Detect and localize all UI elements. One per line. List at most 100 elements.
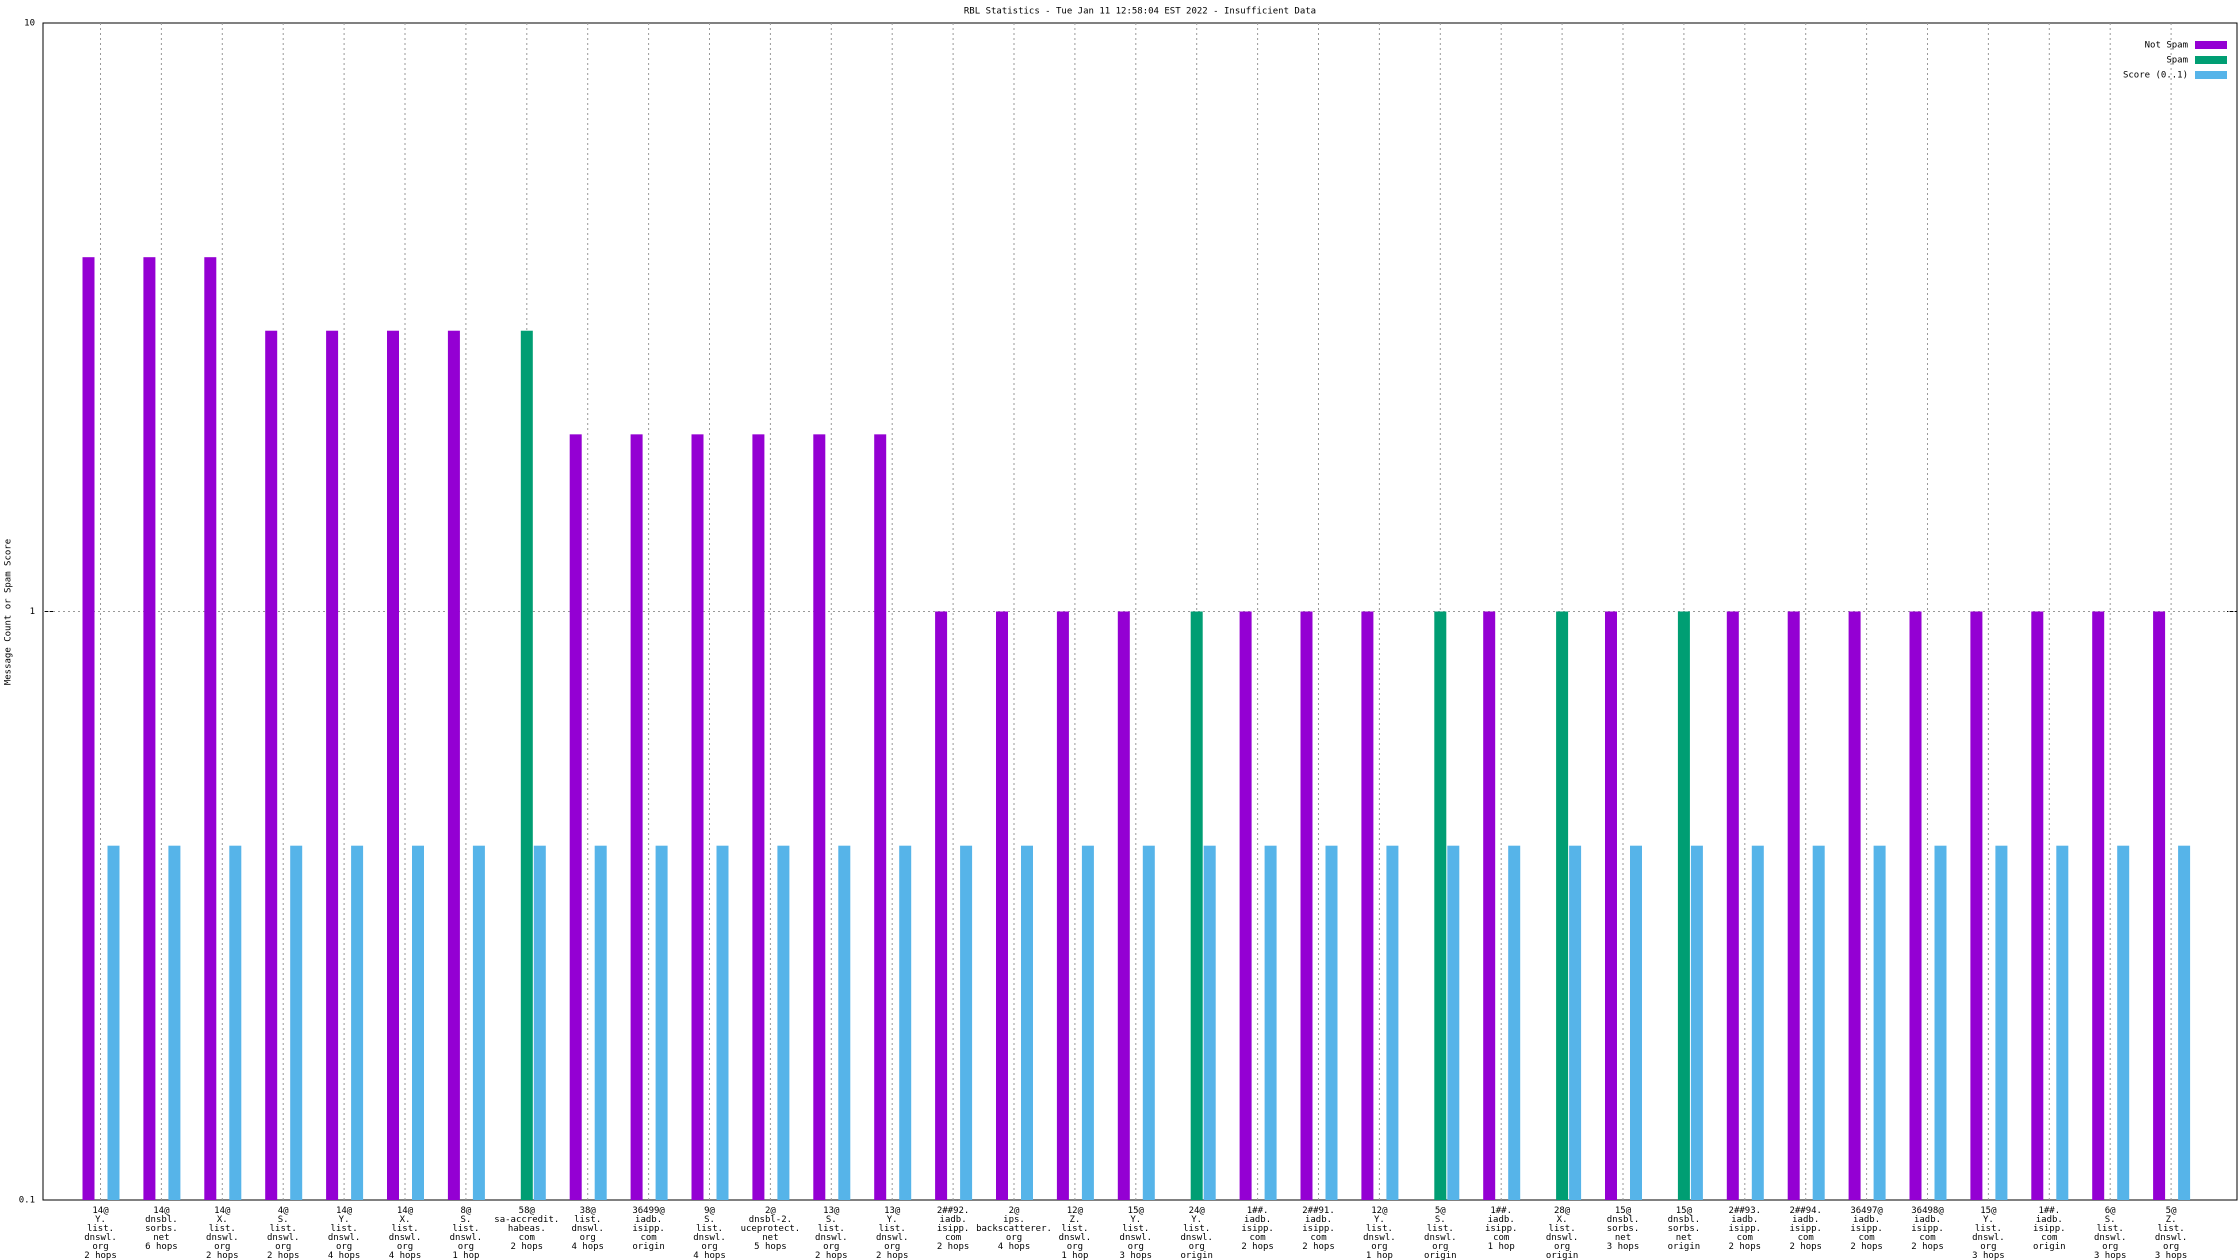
bar: [1970, 611, 1983, 1200]
legend-swatch: [2195, 56, 2227, 64]
x-tick-label: 14@ X. list. dnswl. org 4 hops: [389, 1206, 422, 1260]
x-tick-label: 24@ Y. list. dnswl. org origin: [1180, 1206, 1213, 1260]
bar: [1690, 845, 1703, 1200]
bar: [1848, 611, 1861, 1200]
x-tick-label: 5@ Z. list. dnswl. org 3 hops: [2155, 1206, 2188, 1260]
x-tick-label: 2@ dnsbl-2. uceprotect. net 5 hops: [741, 1206, 801, 1252]
bar: [1117, 611, 1130, 1200]
bar: [1630, 845, 1642, 1200]
x-tick-label: 4@ S. list. dnswl. org 2 hops: [267, 1206, 300, 1260]
bar: [143, 257, 156, 1200]
bar: [1812, 845, 1825, 1200]
chart-title: RBL Statistics - Tue Jan 11 12:58:04 EST…: [964, 7, 1316, 17]
bar: [899, 845, 912, 1200]
bar: [1142, 845, 1155, 1200]
bar: [996, 611, 1008, 1200]
bar: [1056, 611, 1069, 1200]
x-tick-label: 12@ Y. list. dnswl. org 1 hop: [1363, 1206, 1396, 1260]
bar: [412, 845, 424, 1200]
x-tick-label: 2##93. iadb. isipp. com 2 hops: [1729, 1206, 1762, 1252]
bar: [351, 845, 364, 1200]
bar: [777, 845, 790, 1200]
bar: [838, 845, 851, 1200]
bar: [630, 434, 643, 1200]
bar: [2031, 611, 2044, 1200]
bar: [813, 434, 826, 1200]
bar: [716, 845, 729, 1200]
bar: [533, 845, 546, 1200]
bar: [2178, 845, 2191, 1200]
bar: [1726, 611, 1739, 1200]
bar: [290, 845, 303, 1200]
x-tick-label: 36499@ iadb. isipp. com origin: [632, 1206, 665, 1252]
bar: [1483, 611, 1496, 1200]
bar: [1239, 611, 1252, 1200]
bar: [204, 257, 217, 1200]
x-tick-label: 14@ Y. list. dnswl. org 4 hops: [328, 1206, 361, 1260]
bar: [1021, 845, 1033, 1200]
bar: [1677, 611, 1690, 1200]
bar: [1556, 611, 1569, 1200]
bar: [1995, 845, 2008, 1200]
bar: [655, 845, 668, 1200]
bar: [1325, 845, 1338, 1200]
bar: [1300, 611, 1313, 1200]
legend-label: Score (0..1): [2123, 71, 2188, 81]
y-tick-label: 1: [30, 607, 35, 617]
x-tick-label: 38@ list. dnswl. org 4 hops: [571, 1206, 604, 1252]
bar: [1934, 845, 1947, 1200]
bar: [2092, 611, 2105, 1200]
x-tick-label: 2##92. iadb. isipp. com 2 hops: [937, 1206, 970, 1252]
bar: [935, 611, 948, 1200]
bar: [1751, 845, 1764, 1200]
legend-swatch: [2195, 71, 2227, 79]
x-tick-label: 2##91. iadb. isipp. com 2 hops: [1302, 1206, 1335, 1252]
bar: [1190, 611, 1203, 1200]
bar: [1873, 845, 1886, 1200]
x-tick-label: 9@ S. list. dnswl. org 4 hops: [693, 1206, 726, 1260]
bar: [447, 330, 460, 1201]
x-tick-label: 2##94. iadb. isipp. com 2 hops: [1789, 1206, 1822, 1252]
bar: [1447, 845, 1460, 1200]
x-tick-label: 36497@ iadb. isipp. com 2 hops: [1850, 1206, 1883, 1252]
x-tick-label: 15@ dnsbl. sorbs. net 3 hops: [1607, 1206, 1640, 1252]
bar: [960, 845, 973, 1200]
bar: [265, 330, 278, 1201]
x-tick-label: 13@ S. list. dnswl. org 2 hops: [815, 1206, 848, 1260]
bar: [1434, 611, 1447, 1200]
bar: [326, 330, 339, 1201]
x-tick-label: 2@ ips. backscatterer. org 4 hops: [976, 1206, 1052, 1252]
x-tick-label: 8@ S. list. dnswl. org 1 hop: [450, 1206, 483, 1260]
x-tick-label: 1##. iadb. isipp. com 1 hop: [1485, 1206, 1518, 1252]
bar: [1081, 845, 1094, 1200]
bar: [1264, 845, 1277, 1200]
bar: [691, 434, 704, 1200]
bar: [1361, 611, 1374, 1200]
bar: [874, 434, 887, 1200]
x-tick-label: 1##. iadb. isipp. com origin: [2033, 1206, 2066, 1252]
x-tick-label: 15@ dnsbl. sorbs. net origin: [1668, 1206, 1701, 1252]
x-tick-label: 15@ Y. list. dnswl. org 3 hops: [1120, 1206, 1153, 1260]
x-tick-label: 28@ X. list. dnswl. org origin: [1546, 1206, 1579, 1260]
bar: [569, 434, 582, 1200]
x-tick-label: 12@ Z. list. dnswl. org 1 hop: [1059, 1206, 1092, 1260]
x-tick-label: 6@ S. list. dnswl. org 3 hops: [2094, 1206, 2127, 1260]
legend-label: Not Spam: [2145, 41, 2188, 51]
bar: [594, 845, 607, 1200]
x-tick-label: 5@ S. list. dnswl. org origin: [1424, 1206, 1457, 1260]
bar: [1787, 611, 1800, 1200]
bar: [1569, 845, 1582, 1200]
x-tick-label: 14@ X. list. dnswl. org 2 hops: [206, 1206, 239, 1260]
y-tick-label: 10: [24, 19, 35, 29]
x-tick-label: 58@ sa-accredit. habeas. com 2 hops: [494, 1206, 559, 1252]
x-tick-label: 14@ dnsbl. sorbs. net 6 hops: [145, 1206, 178, 1252]
bar: [1909, 611, 1922, 1200]
bar: [1605, 611, 1617, 1200]
bar: [82, 257, 95, 1200]
x-tick-label: 13@ Y. list. dnswl. org 2 hops: [876, 1206, 909, 1260]
bar: [752, 434, 765, 1200]
bar: [2056, 845, 2069, 1200]
bar: [2117, 845, 2130, 1200]
legend-swatch: [2195, 41, 2227, 49]
